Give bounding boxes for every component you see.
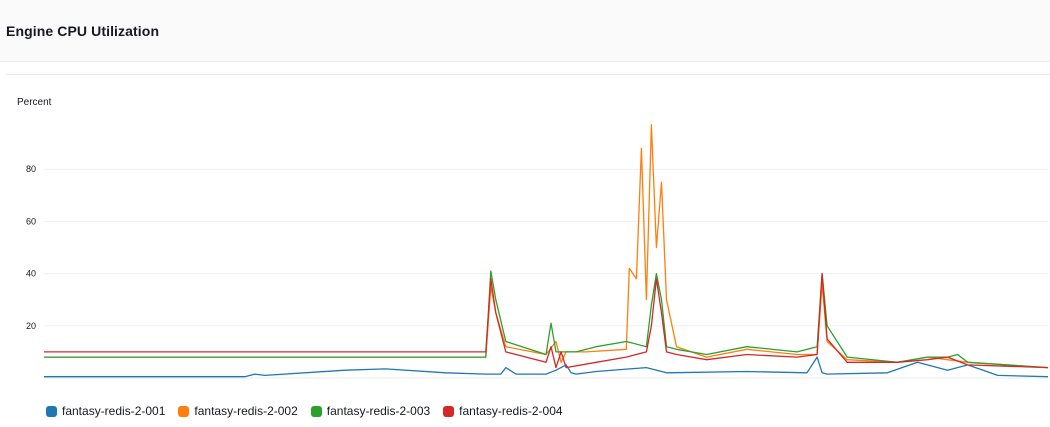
- legend-label: fantasy-redis-2-004: [459, 404, 563, 418]
- series-line: [44, 272, 1049, 369]
- legend-swatch: [443, 405, 455, 417]
- legend-label: fantasy-redis-2-002: [194, 404, 298, 418]
- series-line: [44, 356, 1049, 378]
- y-tick-label: 40: [26, 269, 36, 279]
- legend-item[interactable]: fantasy-redis-2-003: [310, 404, 431, 418]
- legend-item[interactable]: fantasy-redis-2-001: [46, 404, 165, 418]
- y-axis-label: Percent: [17, 97, 52, 108]
- legend-label: fantasy-redis-2-001: [62, 404, 166, 418]
- widget-header: Engine CPU Utilization: [0, 0, 1050, 62]
- legend-item[interactable]: fantasy-redis-2-004: [443, 404, 563, 418]
- divider: [6, 74, 1050, 75]
- widget-title: Engine CPU Utilization: [6, 23, 160, 39]
- legend-swatch: [310, 405, 322, 417]
- y-tick-label: 20: [26, 321, 36, 331]
- series-line: [44, 124, 1049, 369]
- legend-swatch: [178, 405, 190, 417]
- y-tick-label: 80: [26, 164, 36, 174]
- series-line: [44, 270, 1049, 369]
- y-tick-label: 60: [26, 216, 36, 226]
- legend: fantasy-redis-2-001 fantasy-redis-2-002 fa…: [46, 404, 576, 418]
- legend-item[interactable]: fantasy-redis-2-002: [178, 404, 298, 418]
- legend-swatch: [46, 405, 57, 417]
- legend-label: fantasy-redis-2-003: [326, 404, 431, 418]
